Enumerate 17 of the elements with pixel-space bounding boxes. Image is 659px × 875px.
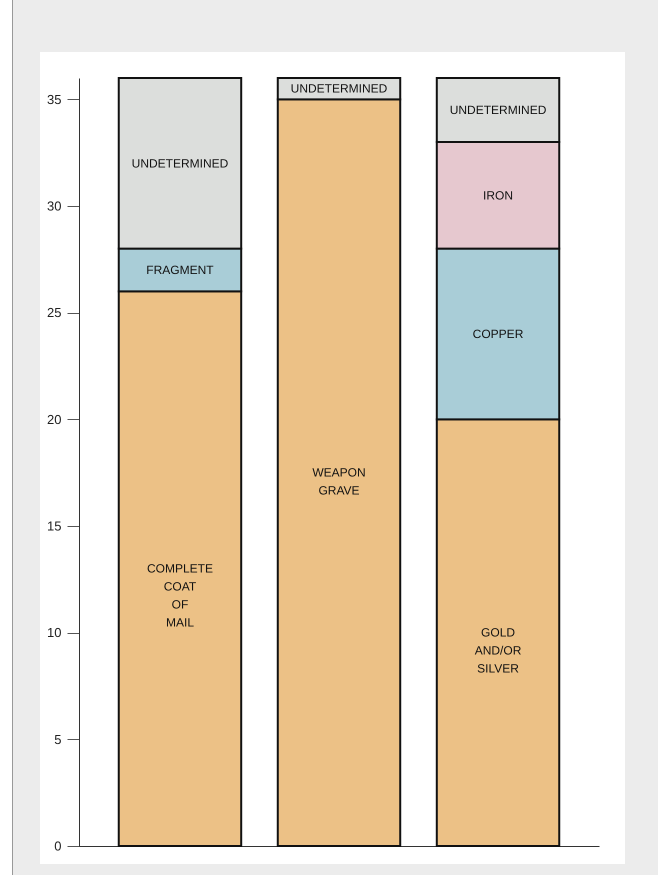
text: UNDETERMINED <box>132 156 228 170</box>
series-label: IRON <box>483 188 514 202</box>
series-label: COPPER <box>472 327 524 341</box>
series-label: UNDETERMINED <box>290 82 388 96</box>
y-tick-label: 25 <box>47 305 62 320</box>
series-label: FRAGMENT <box>146 263 214 277</box>
text: UNDETERMINED <box>450 103 546 117</box>
series-label: COMPLETE COAT OF MAIL <box>146 562 213 630</box>
y-tick-label: 0 <box>54 838 62 854</box>
series-label: GOLD AND/OR SILVER <box>474 626 522 676</box>
series-label: WEAPON GRAVE <box>312 466 366 498</box>
y-tick-label: 15 <box>47 518 62 534</box>
y-tick-label: 30 <box>47 198 62 214</box>
y-tick-label: 20 <box>47 412 62 427</box>
y-tick-label: 10 <box>47 625 62 640</box>
y-tick-label: 5 <box>54 732 62 747</box>
y-tick-label: 35 <box>47 92 62 107</box>
